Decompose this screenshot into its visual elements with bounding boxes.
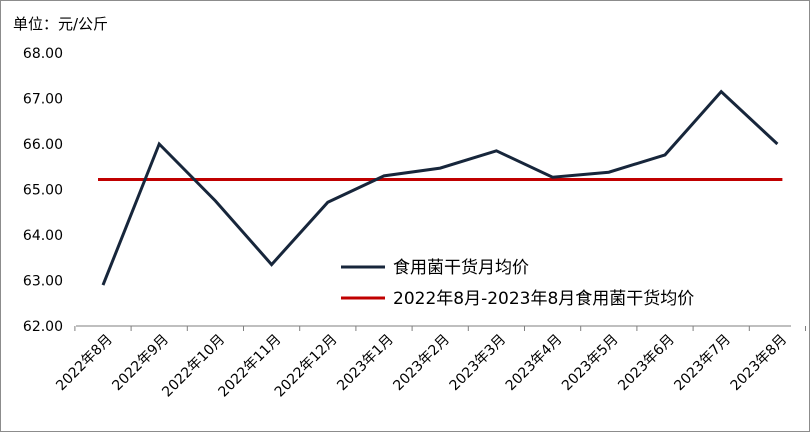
legend-label: 2022年8月-2023年8月食用菌干货均价: [393, 289, 694, 309]
x-tick-label: 2023年1月: [334, 332, 397, 395]
y-tick-label: 64.00: [23, 228, 63, 244]
y-tick-label: 63.00: [23, 274, 63, 290]
x-tick-label: 2023年5月: [559, 332, 622, 395]
y-axis-tick-labels: 62.00 63.00 64.00 65.00 66.00 67.00 68.00: [23, 46, 63, 335]
x-tick-label: 2023年2月: [390, 332, 453, 395]
series-line-monthly-price: [101, 89, 779, 286]
legend-label: 食用菌干货月均价: [393, 258, 529, 278]
x-tick-label: 2022年8月: [53, 332, 116, 395]
series-layer: [98, 89, 783, 286]
x-tick-label: 2023年8月: [728, 332, 791, 395]
y-tick-label: 67.00: [23, 92, 63, 108]
y-tick-label: 66.00: [23, 137, 63, 153]
x-axis-tick-labels: 2022年8月2022年9月2022年10月2022年11月2022年12月20…: [53, 332, 790, 401]
unit-label: 单位：元/公斤: [13, 15, 108, 33]
x-tick-label: 2023年6月: [615, 332, 678, 395]
x-tick-label: 2023年4月: [503, 332, 566, 395]
y-tick-label: 62.00: [23, 319, 63, 335]
x-tick-label: 2023年7月: [671, 332, 734, 395]
x-tick-label: 2023年3月: [447, 332, 510, 395]
y-tick-label: 68.00: [23, 46, 63, 62]
x-axis: [74, 325, 806, 331]
legend: 食用菌干货月均价 2022年8月-2023年8月食用菌干货均价: [341, 258, 694, 309]
y-tick-label: 65.00: [23, 183, 63, 199]
